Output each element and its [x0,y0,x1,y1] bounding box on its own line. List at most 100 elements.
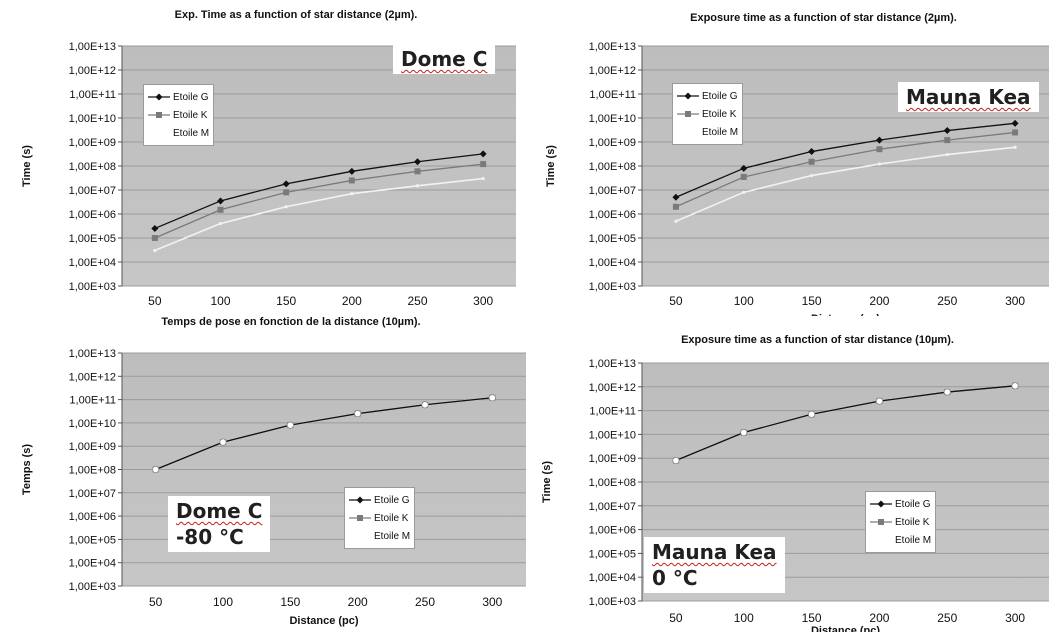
y-tick-label: 1,00E+04 [589,257,636,269]
chart-title: Exposure time as a function of star dist… [681,334,954,346]
legend-entry: Etoile K [677,105,738,123]
legend-marker [156,112,162,118]
y-tick-label: 1,00E+13 [69,41,116,53]
legend-swatch [677,127,699,137]
legend-marker [356,496,364,504]
y-tick-label: 1,00E+08 [589,161,636,173]
y-tick-label: 1,00E+04 [69,257,116,269]
y-axis-label: Time (s) [545,145,557,187]
chart-title: Temps de pose en fonction de la distance… [161,316,421,328]
y-tick-label: 1,00E+03 [69,281,116,293]
series-line [154,177,484,252]
series-etoile-k [672,129,1019,210]
chart-legend: Etoile G Etoile K Etoile M [865,491,937,553]
y-tick-label: 1,00E+08 [69,161,116,173]
series-line [154,163,484,239]
x-tick-label: 250 [415,595,435,609]
legend-swatch [870,500,892,508]
data-point [151,224,159,232]
chart-panel-dome-c-10um: Temps de pose en fonction de la distance… [0,316,532,632]
legend-label: Etoile M [895,534,932,546]
chart-panel-mauna-kea-10um: Exposure time as a function of star dist… [532,316,1055,632]
x-tick-label: 200 [869,294,889,308]
y-tick-label: 1,00E+09 [589,137,636,149]
y-tick-label: 1,00E+04 [589,572,636,584]
chart-plot: 1,00E+13 1,00E+12 1,00E+11 1,00E+10 1,00E+09… [21,41,516,308]
y-tick-label: 1,00E+10 [69,418,116,430]
y-tick-label: 1,00E+06 [589,209,636,221]
legend-marker [155,93,163,101]
y-tick-label: 1,00E+07 [589,185,636,197]
y-tick-label: 1,00E+08 [69,465,116,477]
data-point [348,167,356,175]
site-temperature: 0 °C [652,566,698,590]
data-point [415,184,420,188]
y-tick-label: 1,00E+07 [69,185,116,197]
data-point [740,164,748,172]
y-tick-label: 1,00E+09 [69,137,116,149]
legend-marker [685,111,691,117]
series-etoile-m [153,176,485,253]
legend-entry: Etoile G [349,491,410,509]
x-tick-label: 200 [342,294,362,308]
legend-label: Etoile K [173,109,208,121]
legend-swatch [870,519,892,525]
series-line [154,153,484,230]
site-name: Mauna Kea [906,85,1031,109]
x-tick-label: 100 [210,294,230,308]
data-point [740,428,748,437]
legend-entry: Etoile M [148,124,209,142]
x-tick-label: 300 [1005,611,1025,625]
legend-swatch [349,496,371,504]
legend-entry: Etoile G [870,495,931,513]
data-point [672,193,680,201]
legend-swatch [870,535,892,545]
y-axis-label: Time (s) [21,145,33,187]
y-axis-label: Temps (s) [21,444,33,495]
data-point [1011,119,1019,127]
x-tick-label: 250 [937,294,957,308]
legend-label: Etoile G [895,498,931,510]
legend-swatch [148,93,170,101]
series-etoile-g [151,150,487,232]
y-tick-label: 1,00E+07 [69,488,116,500]
data-point [481,176,485,181]
x-tick-label: 250 [937,611,957,625]
y-tick-label: 1,00E+07 [589,501,636,513]
y-tick-label: 1,00E+11 [69,395,116,407]
legend-label: Etoile K [702,108,737,120]
series-line [155,397,493,471]
series-line [675,385,1016,462]
y-tick-label: 1,00E+10 [69,113,116,125]
x-axis-label: Distance (pc) [289,615,358,627]
data-point [153,248,157,253]
y-tick-label: 1,00E+11 [589,89,636,101]
x-tick-label: 300 [1005,294,1025,308]
y-tick-label: 1,00E+12 [69,65,116,77]
y-tick-label: 1,00E+04 [69,558,116,570]
y-tick-label: 1,00E+11 [589,406,636,418]
x-tick-label: 50 [148,294,162,308]
data-point [807,410,816,418]
legend-entry: Etoile G [148,88,209,106]
legend-label: Etoile M [702,126,739,138]
data-point [480,161,487,168]
y-tick-label: 1,00E+12 [589,382,636,394]
legend-entry: Etoile G [677,87,738,105]
data-point [1013,145,1017,149]
legend-entry: Etoile K [870,513,931,531]
data-point [283,189,290,196]
legend-swatch [148,112,170,118]
x-tick-label: 150 [276,294,296,308]
data-point [421,401,429,409]
data-point [1011,382,1019,390]
data-point [808,148,816,156]
data-point [414,168,421,175]
x-tick-label: 150 [802,294,822,308]
y-tick-label: 1,00E+05 [69,534,116,546]
data-point [943,127,951,135]
x-tick-label: 50 [149,595,163,609]
y-tick-label: 1,00E+09 [589,453,636,465]
site-label: Dome C -80 °C [168,496,271,552]
x-tick-label: 300 [482,595,502,609]
